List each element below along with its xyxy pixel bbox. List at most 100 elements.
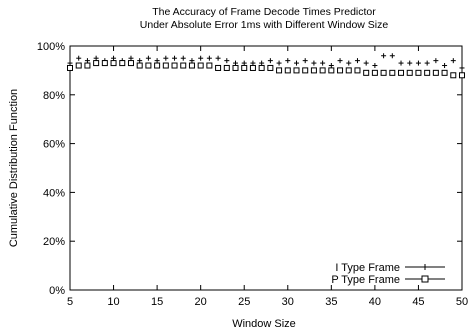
data-point-i-type-frame bbox=[76, 55, 82, 61]
data-point-p-type-frame bbox=[136, 62, 143, 69]
x-tick-label: 45 bbox=[412, 296, 424, 308]
series-p-type-frame bbox=[67, 60, 465, 79]
data-point-p-type-frame bbox=[171, 62, 178, 69]
y-tick-label: 0% bbox=[49, 285, 65, 297]
data-point-p-type-frame bbox=[84, 62, 91, 69]
data-point-p-type-frame bbox=[380, 69, 387, 76]
data-point-p-type-frame bbox=[145, 62, 152, 69]
data-point-i-type-frame bbox=[459, 65, 465, 71]
data-point-i-type-frame bbox=[206, 55, 212, 61]
y-axis-label: Cumulative Distribution Function bbox=[8, 89, 20, 247]
data-point-p-type-frame bbox=[188, 62, 195, 69]
data-point-p-type-frame bbox=[459, 72, 465, 79]
data-point-i-type-frame bbox=[180, 55, 186, 61]
chart-title: The Accuracy of Frame Decode Times Predi… bbox=[152, 6, 376, 18]
data-point-p-type-frame bbox=[284, 67, 291, 74]
x-tick-label: 10 bbox=[107, 296, 119, 308]
data-point-p-type-frame bbox=[249, 64, 256, 71]
data-point-p-type-frame bbox=[215, 64, 222, 71]
data-point-p-type-frame bbox=[337, 67, 344, 74]
data-point-i-type-frame bbox=[372, 63, 378, 69]
y-tick-label: 80% bbox=[43, 90, 65, 102]
data-point-i-type-frame bbox=[328, 63, 334, 69]
data-point-i-type-frame bbox=[172, 55, 178, 61]
data-point-i-type-frame bbox=[311, 60, 317, 66]
data-point-p-type-frame bbox=[276, 67, 283, 74]
data-point-p-type-frame bbox=[389, 69, 396, 76]
data-point-p-type-frame bbox=[319, 67, 326, 74]
data-point-i-type-frame bbox=[163, 55, 169, 61]
data-point-i-type-frame bbox=[67, 60, 73, 66]
plot-area bbox=[69, 45, 463, 291]
data-point-p-type-frame bbox=[162, 62, 169, 69]
x-axis: 5 10 15 20 25 30 35 40 45 50 bbox=[67, 46, 468, 308]
data-point-i-type-frame bbox=[433, 58, 439, 64]
data-point-p-type-frame bbox=[398, 69, 405, 76]
x-tick-label: 50 bbox=[456, 296, 468, 308]
y-tick-label: 60% bbox=[43, 139, 65, 151]
x-tick-label: 20 bbox=[195, 296, 207, 308]
data-point-i-type-frame bbox=[450, 58, 456, 64]
data-point-i-type-frame bbox=[189, 58, 195, 64]
data-point-i-type-frame bbox=[128, 55, 134, 61]
data-point-p-type-frame bbox=[232, 64, 239, 71]
data-point-p-type-frame bbox=[328, 67, 335, 74]
legend-marker-p-type-frame bbox=[421, 275, 429, 283]
data-point-i-type-frame bbox=[259, 60, 265, 66]
data-point-p-type-frame bbox=[450, 72, 457, 79]
x-tick-label: 30 bbox=[282, 296, 294, 308]
data-point-p-type-frame bbox=[93, 60, 100, 67]
data-point-p-type-frame bbox=[267, 64, 274, 71]
data-point-i-type-frame bbox=[145, 55, 151, 61]
y-tick-label: 20% bbox=[43, 236, 65, 248]
data-point-p-type-frame bbox=[432, 69, 439, 76]
data-point-p-type-frame bbox=[110, 60, 117, 67]
legend: I Type Frame P Type Frame bbox=[331, 262, 445, 286]
x-tick-label: 35 bbox=[325, 296, 337, 308]
data-point-p-type-frame bbox=[154, 62, 161, 69]
data-point-p-type-frame bbox=[310, 67, 317, 74]
data-point-i-type-frame bbox=[389, 53, 395, 59]
data-point-p-type-frame bbox=[415, 69, 422, 76]
legend-label-i-type-frame: I Type Frame bbox=[335, 262, 400, 274]
data-point-i-type-frame bbox=[215, 55, 221, 61]
chart-subtitle: Under Absolute Error 1ms with Different … bbox=[140, 19, 389, 31]
data-point-p-type-frame bbox=[293, 67, 300, 74]
data-point-i-type-frame bbox=[84, 58, 90, 64]
data-point-p-type-frame bbox=[223, 64, 230, 71]
data-point-i-type-frame bbox=[302, 58, 308, 64]
data-point-i-type-frame bbox=[363, 60, 369, 66]
y-tick-label: 100% bbox=[37, 41, 65, 53]
data-point-i-type-frame bbox=[398, 60, 404, 66]
data-point-i-type-frame bbox=[293, 60, 299, 66]
data-point-i-type-frame bbox=[241, 60, 247, 66]
data-point-p-type-frame bbox=[406, 69, 413, 76]
data-point-i-type-frame bbox=[250, 60, 256, 66]
data-point-p-type-frame bbox=[180, 62, 187, 69]
data-point-p-type-frame bbox=[101, 60, 108, 67]
data-point-p-type-frame bbox=[363, 69, 370, 76]
data-point-p-type-frame bbox=[75, 62, 82, 69]
legend-label-p-type-frame: P Type Frame bbox=[331, 274, 400, 286]
data-point-i-type-frame bbox=[267, 58, 273, 64]
data-point-i-type-frame bbox=[198, 55, 204, 61]
data-point-p-type-frame bbox=[441, 69, 448, 76]
data-point-p-type-frame bbox=[67, 64, 73, 71]
data-point-i-type-frame bbox=[415, 60, 421, 66]
data-point-p-type-frame bbox=[197, 62, 204, 69]
x-tick-label: 15 bbox=[151, 296, 163, 308]
data-point-i-type-frame bbox=[381, 53, 387, 59]
data-point-p-type-frame bbox=[345, 67, 352, 74]
data-point-i-type-frame bbox=[442, 63, 448, 69]
data-point-i-type-frame bbox=[111, 55, 117, 61]
y-axis: 0% 20% 40% 60% 80% 100% bbox=[37, 41, 462, 297]
data-point-p-type-frame bbox=[371, 69, 378, 76]
data-point-p-type-frame bbox=[127, 60, 134, 67]
data-point-p-type-frame bbox=[241, 64, 248, 71]
data-point-i-type-frame bbox=[154, 58, 160, 64]
x-tick-label: 40 bbox=[369, 296, 381, 308]
data-point-i-type-frame bbox=[320, 60, 326, 66]
data-point-i-type-frame bbox=[93, 55, 99, 61]
data-point-i-type-frame bbox=[137, 58, 143, 64]
series-i-type-frame bbox=[67, 53, 465, 71]
